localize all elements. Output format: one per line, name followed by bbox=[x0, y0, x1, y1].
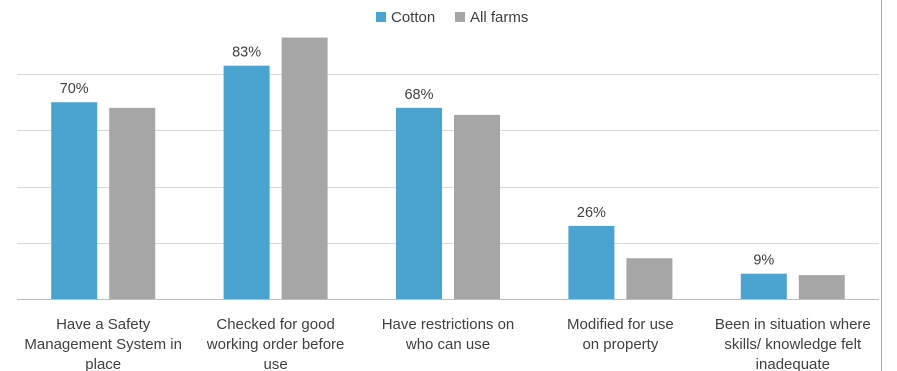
bar-all-farms-3 bbox=[626, 258, 673, 299]
bar-all-farms-1 bbox=[281, 37, 328, 300]
bar-cotton-3 bbox=[568, 225, 615, 299]
category-label: Been in situation where bbox=[715, 316, 871, 333]
category-labels: Have a Safety Management System in place Ch… bbox=[24, 316, 870, 371]
category-label: on property bbox=[582, 336, 658, 353]
legend: Cotton All farms bbox=[376, 9, 528, 26]
category-label: inadequate bbox=[756, 356, 830, 371]
legend-swatch-cotton bbox=[376, 12, 386, 22]
bars bbox=[51, 37, 845, 300]
category-label: Management System in bbox=[24, 336, 182, 353]
data-label-0: 70% bbox=[60, 81, 89, 97]
bar-all-farms-2 bbox=[454, 114, 500, 299]
data-label-4: 9% bbox=[753, 253, 774, 269]
legend-label-all-farms: All farms bbox=[470, 9, 528, 26]
bar-cotton-0 bbox=[51, 102, 98, 299]
category-label: Have restrictions on bbox=[382, 316, 515, 333]
category-label: skills/ knowledge felt bbox=[724, 336, 862, 353]
category-label: place bbox=[85, 356, 121, 371]
data-label-2: 68% bbox=[404, 87, 433, 103]
bar-cotton-1 bbox=[223, 65, 270, 299]
category-label: who can use bbox=[405, 336, 490, 353]
legend-label-cotton: Cotton bbox=[391, 9, 435, 26]
bar-all-farms-4 bbox=[798, 275, 845, 299]
category-label: Modified for use bbox=[567, 316, 674, 333]
bar-cotton-4 bbox=[740, 273, 787, 299]
category-label: working order before bbox=[206, 336, 345, 353]
bar-all-farms-0 bbox=[109, 107, 156, 299]
category-label: Have a Safety bbox=[56, 316, 151, 333]
bar-cotton-2 bbox=[396, 107, 442, 299]
chart-border bbox=[881, 0, 882, 371]
data-label-1: 83% bbox=[232, 45, 261, 61]
data-label-3: 26% bbox=[577, 205, 606, 221]
category-label: use bbox=[264, 356, 288, 371]
category-label: Checked for good bbox=[216, 316, 334, 333]
gridlines bbox=[17, 74, 879, 300]
legend-swatch-all-farms bbox=[455, 12, 465, 22]
data-labels: 70% 83% 68% 26% 9% bbox=[60, 45, 775, 269]
